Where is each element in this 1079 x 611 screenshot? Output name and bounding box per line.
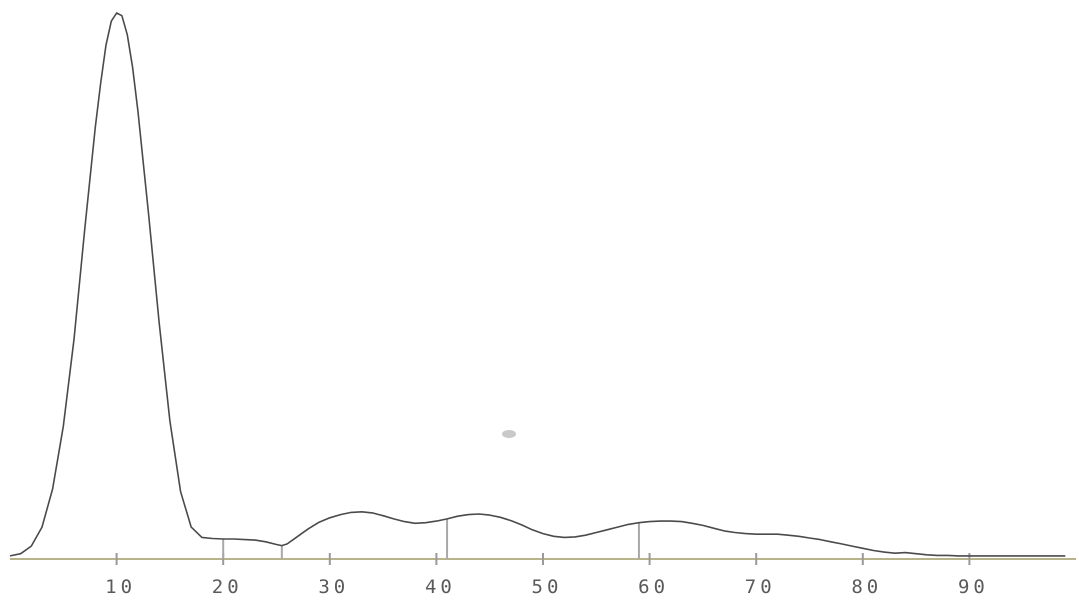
x-tick-label: 90 bbox=[958, 576, 989, 598]
density-trace bbox=[9, 12, 1066, 557]
trace-layer bbox=[9, 12, 1066, 557]
x-tick-label: 70 bbox=[745, 576, 776, 598]
x-tick-label: 80 bbox=[851, 576, 882, 598]
x-tick-labels: 10 20 30 40 50 60 70 80 90 bbox=[105, 576, 989, 598]
x-tick-label: 50 bbox=[532, 576, 563, 598]
x-tick-label: 30 bbox=[318, 576, 349, 598]
artifact-smudge bbox=[502, 430, 516, 438]
x-tick-label: 40 bbox=[425, 576, 456, 598]
x-tick-label: 10 bbox=[105, 576, 136, 598]
segment-markers bbox=[222, 518, 640, 559]
x-tick-label: 60 bbox=[638, 576, 669, 598]
x-tick-label: 20 bbox=[212, 576, 243, 598]
x-axis bbox=[10, 553, 1076, 565]
